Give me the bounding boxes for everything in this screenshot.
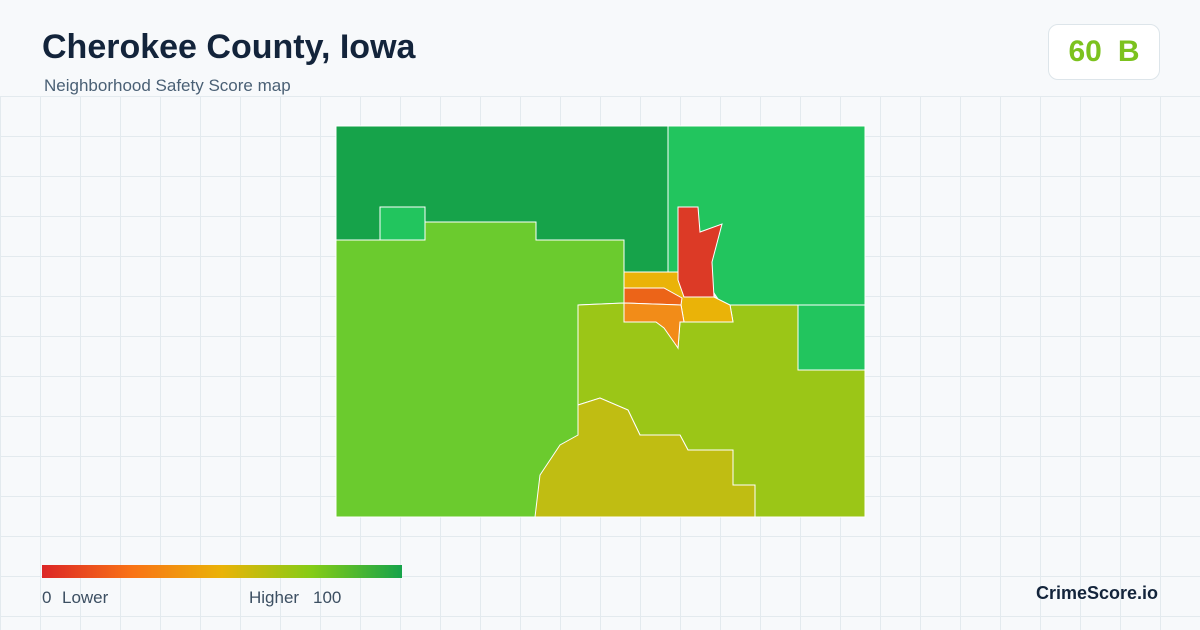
region: [379, 206, 426, 241]
region: [534, 397, 756, 518]
legend-min: 0: [42, 588, 52, 607]
region: [623, 287, 683, 306]
score-grade: B: [1117, 35, 1140, 68]
legend-max-label: Higher: [249, 588, 300, 607]
score-badge: 60 B: [1048, 24, 1160, 80]
legend-max: 100: [313, 588, 342, 607]
region: [677, 206, 723, 298]
title: Cherokee County, Iowa: [42, 28, 416, 66]
header: [0, 0, 1200, 96]
region: [797, 304, 866, 371]
brand: CrimeScore.io: [1035, 583, 1158, 603]
subtitle: Neighborhood Safety Score map: [44, 76, 291, 95]
region: [335, 221, 625, 518]
legend-min-label: Lower: [62, 588, 109, 607]
score-value: 60: [1068, 35, 1102, 68]
legend-gradient: [42, 565, 402, 578]
region: [623, 302, 685, 350]
